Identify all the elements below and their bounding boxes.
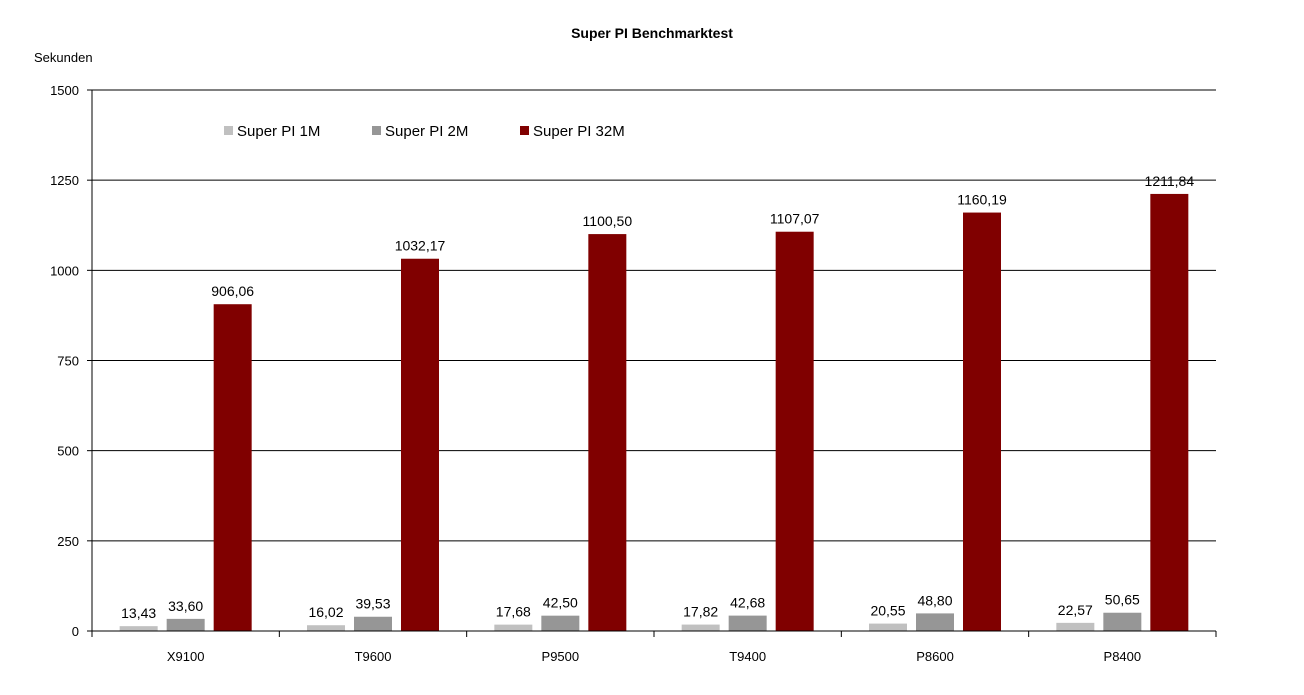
bar <box>119 626 158 631</box>
legend-label: Super PI 32M <box>533 123 625 140</box>
data-label: 22,57 <box>1058 602 1093 618</box>
data-label: 13,43 <box>121 605 156 621</box>
y-tick-label: 1500 <box>50 83 79 98</box>
bar <box>916 613 954 631</box>
data-label: 20,55 <box>870 603 905 619</box>
data-label: 42,68 <box>730 595 765 611</box>
bar <box>213 304 252 631</box>
bar <box>541 615 580 631</box>
data-label: 1032,17 <box>395 238 446 254</box>
bar <box>1056 622 1095 631</box>
bar <box>401 258 439 631</box>
y-tick-label: 1000 <box>50 263 79 278</box>
x-tick-label: P8600 <box>916 649 954 664</box>
x-tick-label: T9400 <box>729 649 766 664</box>
bar <box>354 616 392 631</box>
data-label: 1211,84 <box>1145 173 1195 189</box>
bar <box>494 624 533 631</box>
bar <box>681 624 720 631</box>
x-tick-label: X9100 <box>167 649 205 664</box>
x-tick-label: T9600 <box>355 649 392 664</box>
data-label: 1160,19 <box>957 192 1007 208</box>
legend-swatch <box>224 126 233 135</box>
x-tick-label: P9500 <box>542 649 580 664</box>
legend: Super PI 1M Super PI 2M Super PI 32M <box>224 123 625 140</box>
chart-title: Super PI Benchmarktest <box>571 25 733 41</box>
data-label: 1100,50 <box>583 213 633 229</box>
gridlines <box>92 89 1216 542</box>
y-tick-label: 1250 <box>50 173 79 188</box>
data-label: 906,06 <box>211 283 254 299</box>
bar <box>775 231 814 632</box>
axes: 0 250 500 750 1000 1250 1500 X9100 T9600 P9500 T94… <box>50 83 1217 664</box>
y-tick-label: 0 <box>72 624 79 639</box>
bar <box>728 615 767 631</box>
y-tick-label: 750 <box>57 354 79 369</box>
legend-label: Super PI 1M <box>237 123 320 140</box>
data-label: 42,50 <box>543 595 578 611</box>
bar <box>869 623 907 631</box>
data-label: 50,65 <box>1105 592 1140 608</box>
data-label: 33,60 <box>168 598 203 614</box>
legend-label: Super PI 2M <box>385 123 468 140</box>
data-label: 48,80 <box>917 592 952 608</box>
bars: 13,43 33,60 906,06 16,02 39,53 1032,17 17,68 42… <box>119 173 1195 632</box>
y-tick-label: 250 <box>57 534 79 549</box>
bar <box>1103 612 1142 631</box>
data-label: 39,53 <box>355 596 390 612</box>
bar <box>963 212 1001 631</box>
data-label: 17,82 <box>683 604 718 620</box>
bar <box>307 625 345 631</box>
x-tick-label: P8400 <box>1104 649 1142 664</box>
y-tick-label: 500 <box>57 444 79 459</box>
legend-swatch <box>520 126 529 135</box>
data-label: 1107,07 <box>770 211 820 227</box>
bar <box>166 618 205 631</box>
data-label: 16,02 <box>308 604 343 620</box>
bar <box>1150 193 1189 632</box>
y-axis-label: Sekunden <box>34 50 93 65</box>
bar <box>588 234 627 631</box>
data-label: 17,68 <box>496 604 531 620</box>
legend-swatch <box>372 126 381 135</box>
